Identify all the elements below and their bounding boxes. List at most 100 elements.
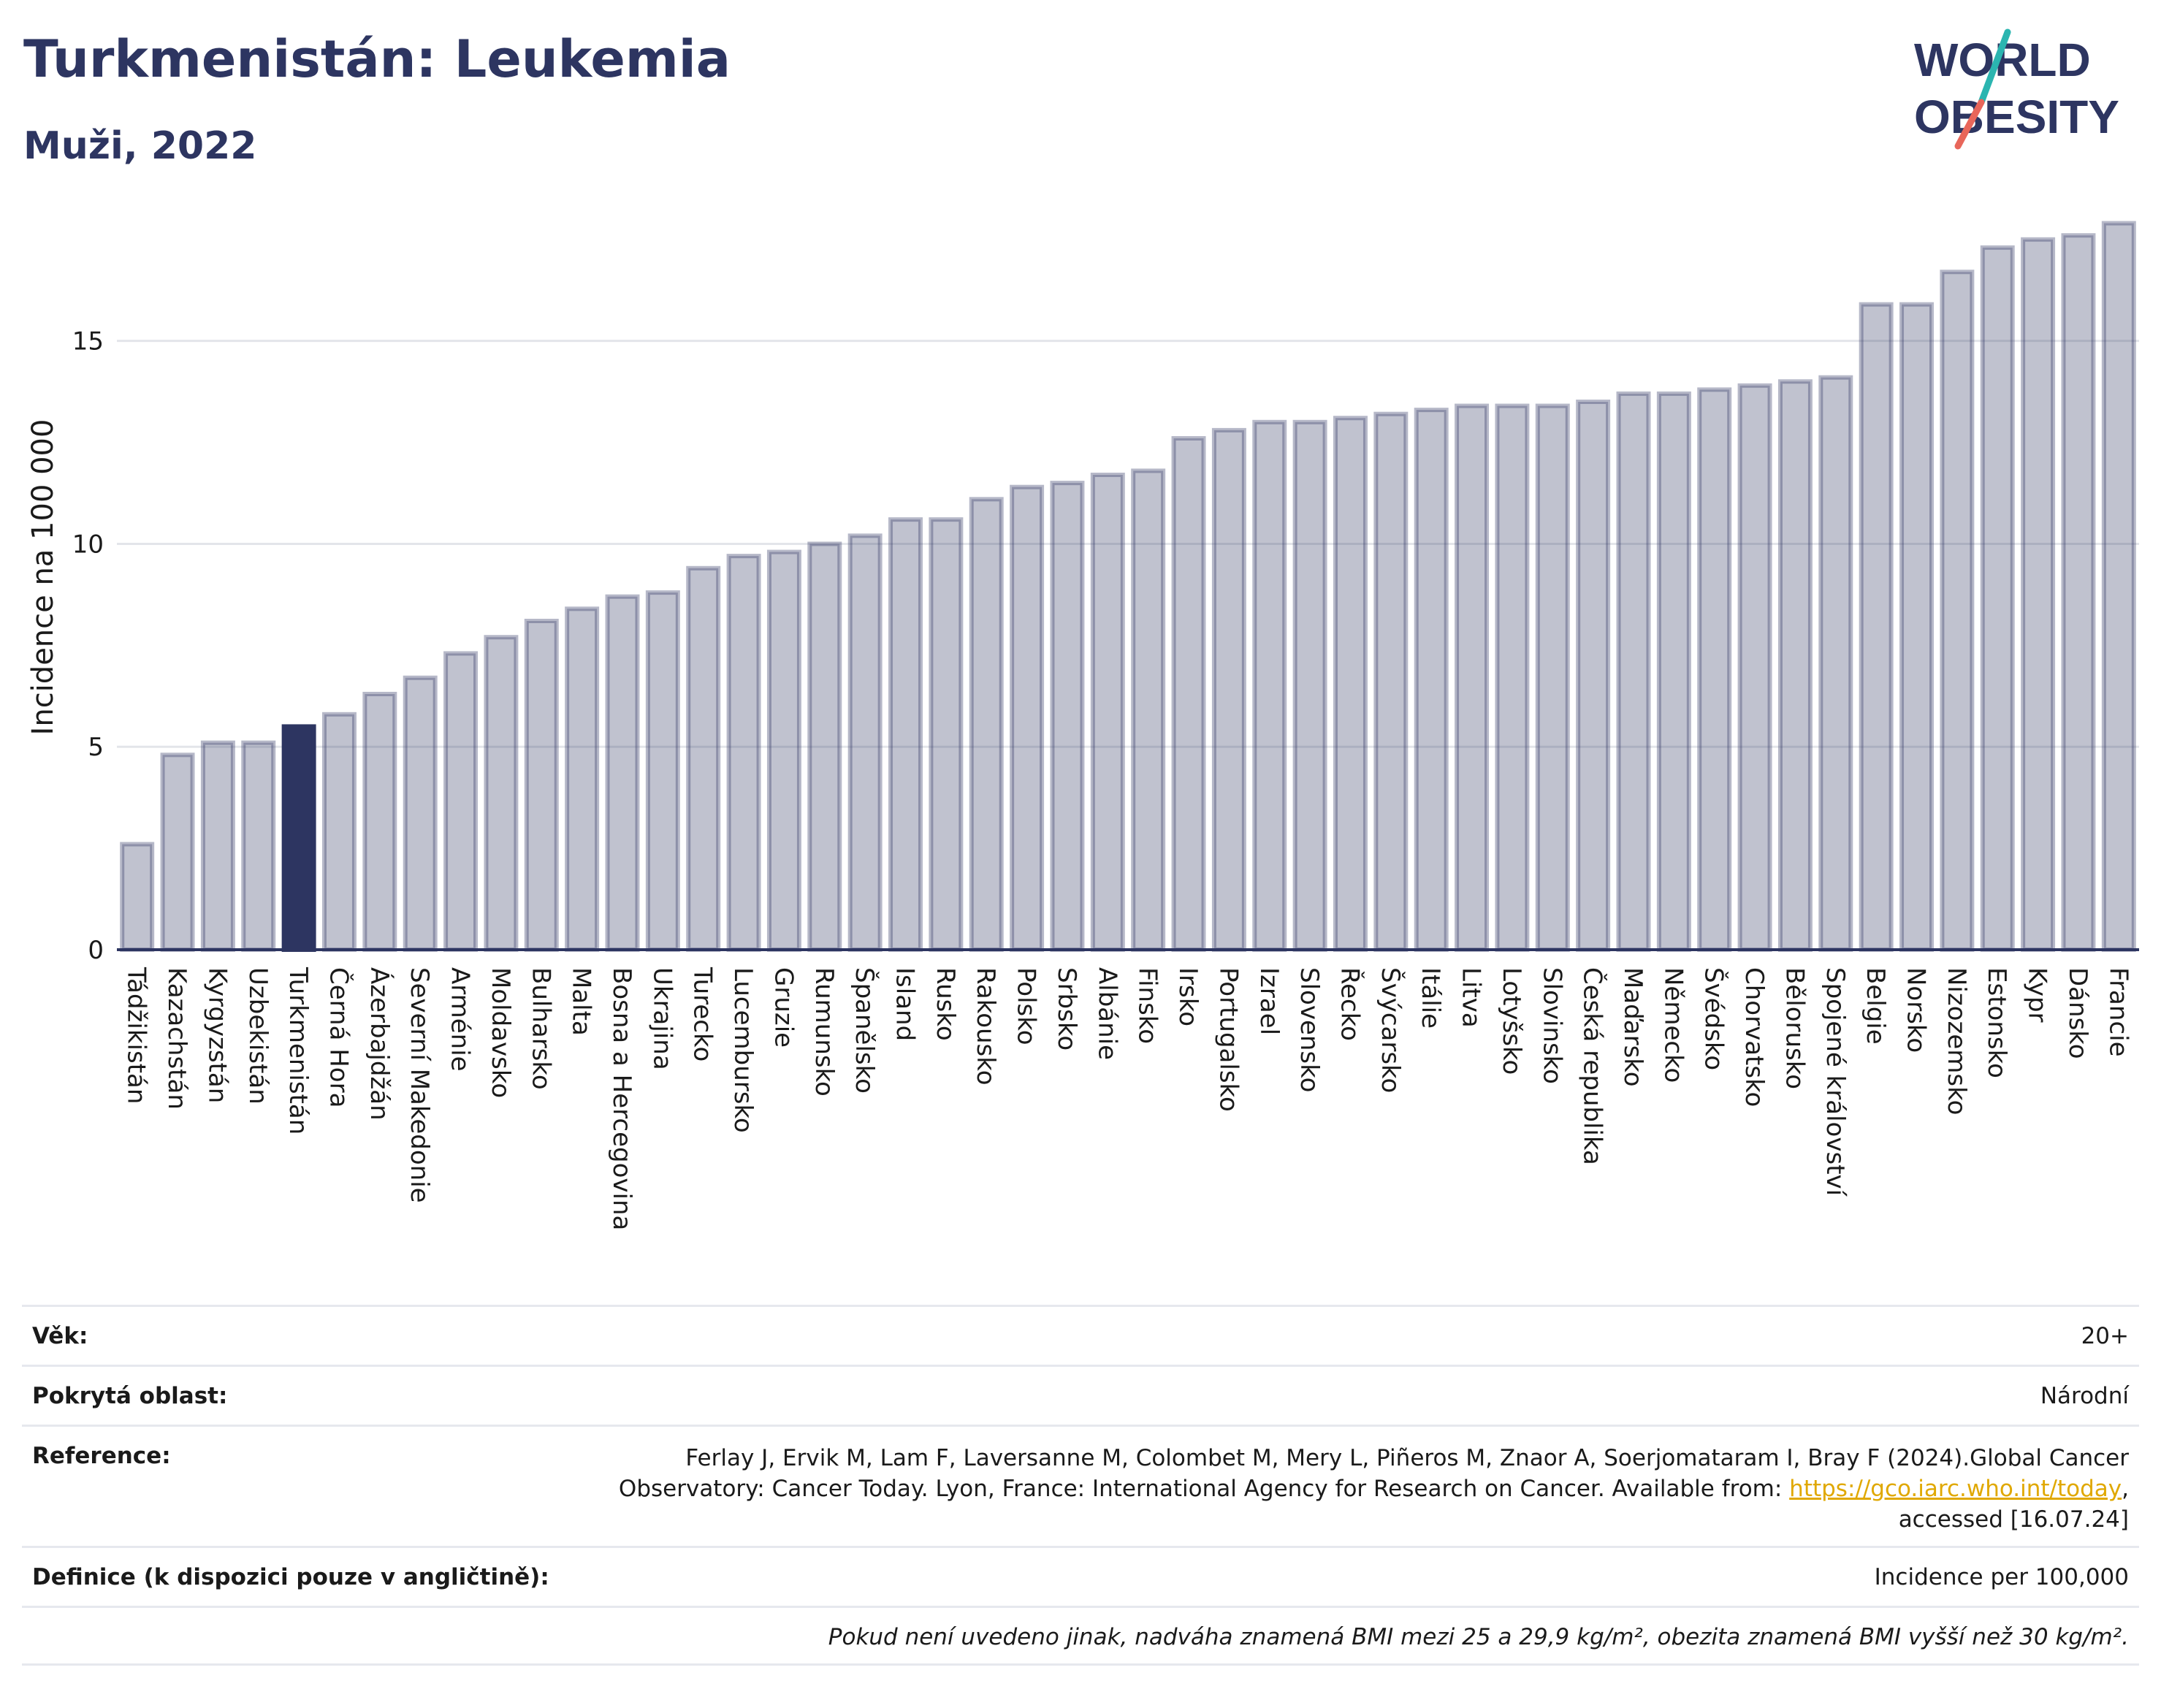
bar-12 <box>605 594 640 953</box>
age-value: 20+ <box>2081 1323 2129 1349</box>
x-tick-label: Černá Hora <box>324 967 354 1107</box>
x-tick-label: Kazachstán <box>162 967 191 1110</box>
x-tick-label: Turkmenistán <box>283 967 313 1135</box>
bar-14 <box>686 565 721 952</box>
bar-40 <box>1737 383 1772 952</box>
bar-37 <box>1616 391 1651 952</box>
bar-36 <box>1576 400 1611 952</box>
bar-38 <box>1656 391 1691 952</box>
bar-26 <box>1171 436 1206 952</box>
x-tick-label: Kypr <box>2023 967 2052 1023</box>
x-tick-label: Španělsko <box>850 967 880 1094</box>
x-tick-label: Belgie <box>1861 967 1890 1045</box>
logo-slash-red <box>1954 99 1985 150</box>
x-tick-label: Uzbekistán <box>243 967 272 1105</box>
bar-31 <box>1373 411 1409 952</box>
bar-13 <box>645 590 680 952</box>
x-tick-label: Polsko <box>1012 967 1041 1045</box>
bar-6 <box>362 692 397 952</box>
x-tick-label: Ukrajina <box>647 967 676 1070</box>
bar-18 <box>847 533 883 952</box>
bar-33 <box>1455 403 1490 952</box>
bar-2 <box>200 740 235 953</box>
x-tick-label: Irsko <box>1173 967 1203 1026</box>
x-tick-label: Maďarsko <box>1618 967 1647 1087</box>
x-tick-label: Severní Makedonie <box>405 967 434 1203</box>
y-tick-label: 0 <box>88 936 104 965</box>
x-tick-label: Lotyšsko <box>1497 967 1526 1075</box>
x-tick-label: Kyrgyzstán <box>202 967 232 1103</box>
bar-20 <box>929 517 964 952</box>
bar-8 <box>443 651 479 952</box>
bar-32 <box>1414 408 1449 952</box>
bar-22 <box>1010 484 1045 952</box>
info-row-definition: Definice (k dispozici pouze v angličtině… <box>22 1546 2139 1606</box>
x-tick-label: Itálie <box>1416 967 1445 1029</box>
x-tick-label: Albánie <box>1092 967 1121 1060</box>
bar-10 <box>524 619 559 952</box>
info-row-note: Pokud není uvedeno jinak, nadváha znamen… <box>22 1606 2139 1666</box>
reference-citation: Ferlay J, Ervik M, Lam F, Laversanne M, … <box>618 1445 2129 1502</box>
x-tick-label: Norsko <box>1902 967 1931 1053</box>
bar-17 <box>807 541 842 952</box>
bar-5 <box>321 712 357 952</box>
x-tick-label: Litva <box>1457 967 1486 1028</box>
y-tick-label: 10 <box>72 530 104 559</box>
bar-9 <box>484 635 519 952</box>
y-tick-label: 5 <box>88 733 104 762</box>
bmi-note: Pokud není uvedeno jinak, nadváha znamen… <box>828 1624 2129 1650</box>
bar-11 <box>565 606 600 952</box>
x-tick-label: Slovinsko <box>1537 967 1566 1084</box>
bar-30 <box>1333 416 1368 952</box>
x-tick-label: Slovensko <box>1295 967 1324 1092</box>
x-tick-label: Spojené království <box>1821 967 1850 1197</box>
bar-15 <box>726 554 761 952</box>
x-tick-label: Rakousko <box>971 967 1000 1086</box>
x-tick-label: Ázerbajdžán <box>365 967 395 1121</box>
x-tick-label: Moldavsko <box>486 967 515 1098</box>
age-label: Věk: <box>32 1323 88 1349</box>
x-tick-labels: Tádžikistán Kazachstán Kyrgyzstán Uzbekistá… <box>122 967 2133 1230</box>
definition-label: Definice (k dispozici pouze v angličtině… <box>32 1564 549 1590</box>
bar-16 <box>766 549 801 952</box>
x-tick-label: Finsko <box>1133 967 1162 1044</box>
x-tick-label: Rusko <box>931 967 960 1041</box>
y-tick-labels: 0 5 10 15 <box>72 327 104 965</box>
bar-46 <box>1980 245 2015 952</box>
bar-41 <box>1777 379 1813 952</box>
y-axis-title: Incidence na 100 000 <box>26 419 60 736</box>
bar-24 <box>1090 473 1125 952</box>
bar-48 <box>2061 233 2096 952</box>
reference-label: Reference: <box>32 1443 171 1469</box>
x-tick-label: Bulharsko <box>526 967 555 1090</box>
world-obesity-logo: WORLD OBESITY <box>1914 28 2119 150</box>
info-table: Věk: 20+ Pokrytá oblast: Národní Referen… <box>22 1305 2139 1666</box>
x-tick-label: Arménie <box>446 967 475 1072</box>
x-tick-label: Rumunsko <box>809 967 839 1097</box>
area-label: Pokrytá oblast: <box>32 1383 228 1409</box>
reference-link[interactable]: https://gco.iarc.who.int/today <box>1789 1476 2122 1502</box>
bar-29 <box>1292 419 1327 952</box>
x-tick-label: Švýcarsko <box>1376 967 1406 1093</box>
area-value: Národní <box>2040 1383 2129 1409</box>
x-tick-label: Malta <box>567 967 596 1036</box>
x-tick-label: Lucembursko <box>728 967 758 1133</box>
x-tick-label: Srbsko <box>1052 967 1081 1051</box>
bar-1 <box>160 752 195 953</box>
bar-25 <box>1131 468 1166 952</box>
bar-chart: 0 5 10 15 Tádžikistán Kazachstán Kyrgyzstán Uz… <box>26 221 2139 1230</box>
info-row-age: Věk: 20+ <box>22 1305 2139 1365</box>
x-tick-label: Nizozemsko <box>1942 967 1971 1115</box>
bars <box>120 221 2136 953</box>
chart-title: Turkmenistán: Leukemia <box>23 29 731 89</box>
bar-27 <box>1211 427 1246 952</box>
x-tick-label: Česká republika <box>1578 967 1608 1165</box>
bar-3 <box>241 740 276 953</box>
bar-47 <box>2021 237 2056 952</box>
x-tick-label: Švédsko <box>1699 967 1729 1070</box>
bar-44 <box>1899 302 1935 952</box>
x-tick-label: Německo <box>1658 967 1688 1083</box>
x-tick-label: Island <box>891 967 920 1041</box>
x-tick-label: Chorvatsko <box>1739 967 1769 1107</box>
bar-23 <box>1050 481 1085 952</box>
